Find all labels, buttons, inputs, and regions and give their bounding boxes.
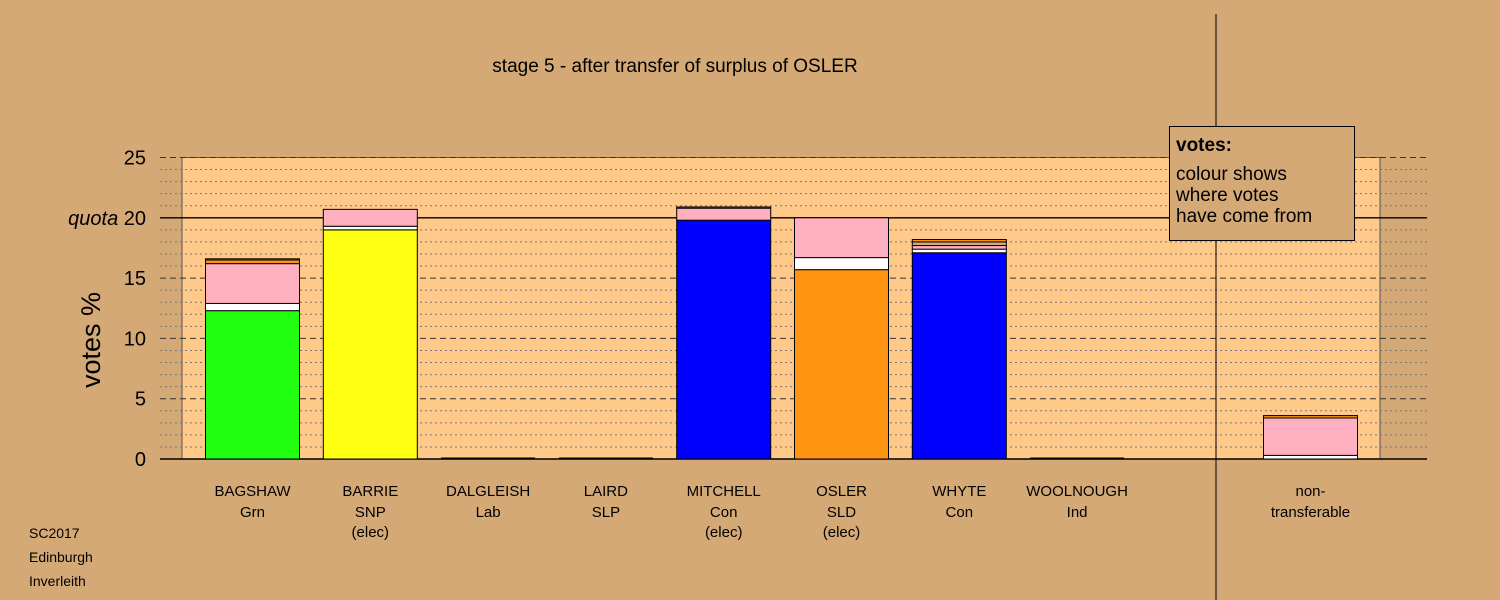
y-tick-label: 0 [135,449,146,471]
bar-segment [794,269,889,460]
candidate-name: DALGLEISH [446,483,530,500]
y-tick-label: 25 [124,148,146,170]
candidate-name: BAGSHAW [214,483,291,500]
bar-segment [911,245,1007,250]
bar-segment [205,263,300,304]
candidate-name: WOOLNOUGH [1026,483,1128,500]
y-tick-label: quota 20 [68,208,146,230]
legend-line-3: have come from [1176,206,1313,227]
bar-segment [911,248,1007,254]
bar-segment [911,241,1007,247]
quota-label: quota [68,208,124,230]
bar-segment [676,219,772,460]
legend-line-2: where votes [1176,185,1279,206]
candidate-party: Con [710,504,738,521]
candidate-status: (elec) [352,524,390,541]
candidate-status: (elec) [823,524,861,541]
bar-segment [205,302,300,312]
nontransferable-segment [1263,415,1358,419]
y-axis-title: votes % [76,292,106,388]
candidate-name: BARRIE [342,483,398,500]
legend-line-1: colour shows [1176,164,1287,185]
bar-segment [322,229,418,460]
candidate-name: OSLER [816,483,867,500]
candidate-party: Lab [476,504,501,521]
candidate-name: WHYTE [932,483,986,500]
source-line-3: Inverleith [29,573,86,589]
bar-segment [322,208,418,227]
nontransferable-label-2: transferable [1271,504,1350,521]
candidate-name: LAIRD [584,483,628,500]
candidate-party: Grn [240,504,265,521]
y-tick-label: 5 [135,389,146,411]
source-line-2: Edinburgh [29,549,93,565]
legend-box: votes: colour shows where votes have com… [1169,126,1355,241]
candidate-party: SLP [592,504,620,521]
source-note: SC2017 Edinburgh Inverleith [29,521,93,593]
nontransferable-segment [1263,417,1358,456]
bar-segment [794,257,889,271]
bar-segment [676,207,772,221]
source-line-1: SC2017 [29,525,80,541]
quota-value: 20 [124,208,146,230]
bar-segment [205,258,300,261]
candidate-party: Con [946,504,974,521]
candidate-party: SNP [355,504,386,521]
y-tick-label: 10 [124,328,146,350]
bar-segment [322,225,418,231]
nontransferable-label-1: non- [1295,483,1325,500]
candidate-name: MITCHELL [687,483,761,500]
bar-segment [911,239,1007,243]
chart-title: stage 5 - after transfer of surplus of O… [492,56,857,77]
candidate-party: Ind [1067,504,1088,521]
nontransferable-segment [1263,454,1358,460]
legend-title: votes: [1176,135,1232,156]
bar-segment [676,206,772,209]
bar-segment [205,310,300,460]
y-tick-label: 15 [124,268,146,290]
bar-segment [911,252,1007,460]
candidate-status: (elec) [705,524,743,541]
candidate-party: SLD [827,504,856,521]
bar-segment [205,259,300,265]
bar-segment [794,217,889,259]
